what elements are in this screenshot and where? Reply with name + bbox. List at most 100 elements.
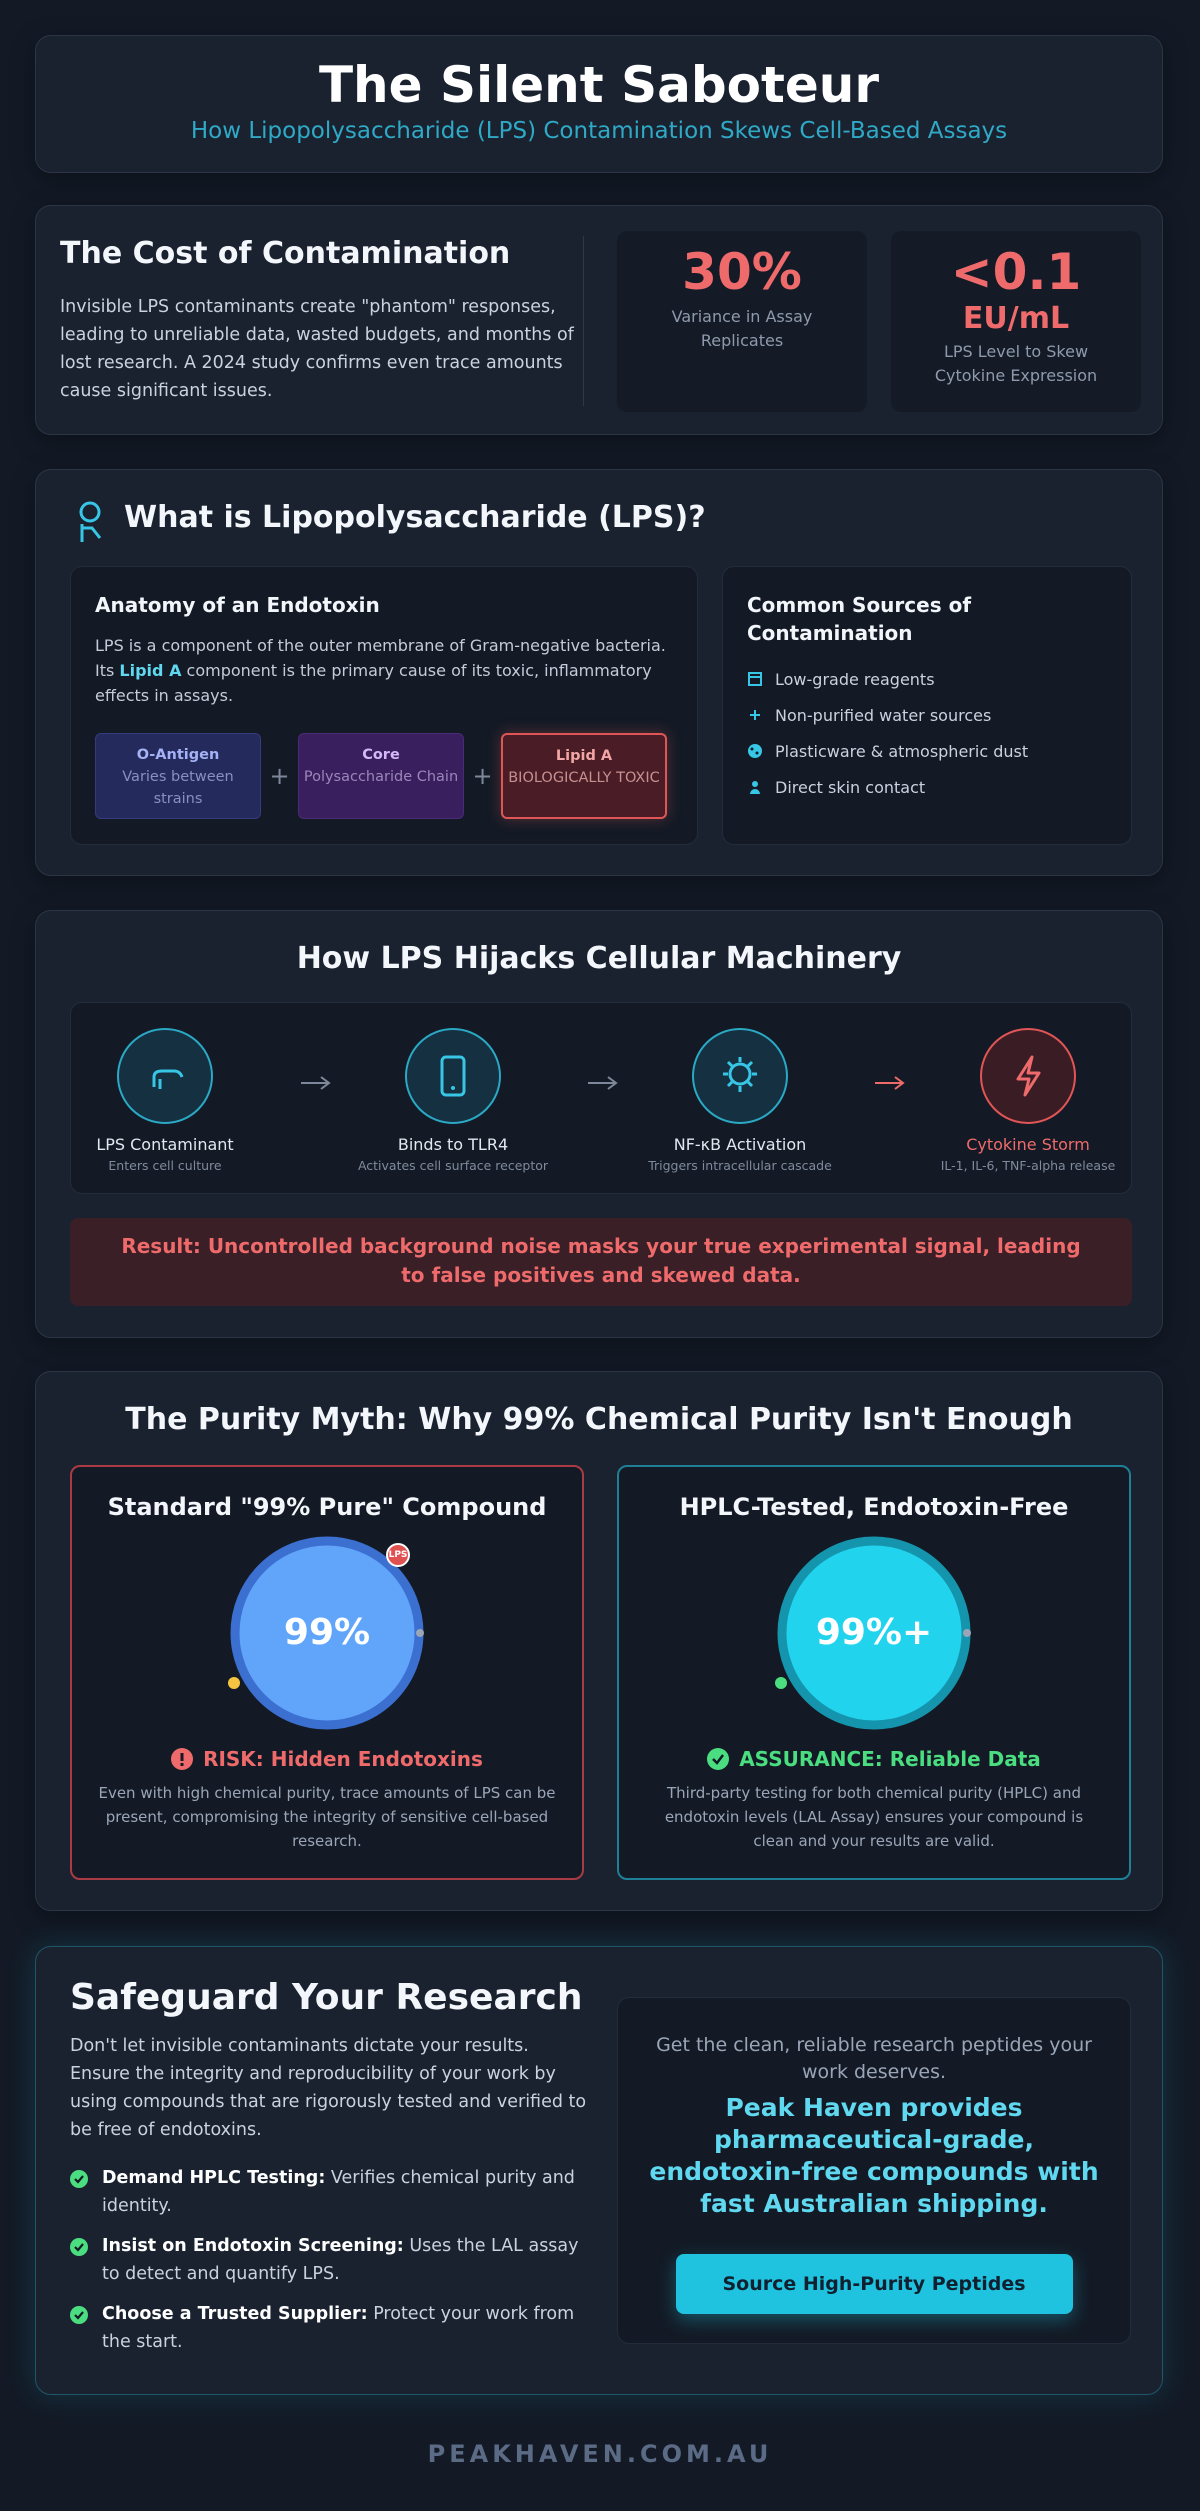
joiner: + xyxy=(269,762,290,790)
ring-graphic xyxy=(775,1536,971,1730)
step-desc: Enters cell culture xyxy=(108,1158,222,1173)
result-banner: Result: Uncontrolled background noise ma… xyxy=(70,1218,1132,1306)
part-name: Core xyxy=(362,747,400,763)
step: Binds to TLR4 Activates cell surface rec… xyxy=(323,1027,583,1173)
step-name: Cytokine Storm xyxy=(966,1135,1090,1154)
anatomy-text: LPS is a component of the outer membrane… xyxy=(95,633,673,708)
icon xyxy=(70,2170,88,2188)
check-item: Demand HPLC Testing: Verifies chemical p… xyxy=(70,2164,590,2220)
safeguard-section: Safeguard Your Research Don't let invisi… xyxy=(35,1946,1163,2395)
check-desc: Verifies chemical purity and identity. xyxy=(102,2168,575,2216)
check-text: Demand HPLC Testing: Verifies chemical p… xyxy=(102,2164,590,2220)
card-title: Standard "99% Pure" Compound xyxy=(107,1493,547,1521)
status-text: ASSURANCE: Reliable Data xyxy=(739,1747,1041,1771)
part: O-Antigen Varies between strains xyxy=(95,733,261,819)
part-desc: Polysaccharide Chain xyxy=(303,769,459,785)
cost-intro: The Cost of Contamination Invisible LPS … xyxy=(60,236,580,405)
subtitle: How Lipopolysaccharide (LPS) Contaminati… xyxy=(190,118,1008,144)
source-text: Non-purified water sources xyxy=(775,705,992,725)
cta-button[interactable]: Source High-Purity Peptides xyxy=(675,2254,1073,2314)
title: The Silent Saboteur xyxy=(318,56,880,114)
stat-value: <0.1 xyxy=(950,243,1082,301)
status: ASSURANCE: Reliable Data xyxy=(619,1747,1129,1771)
checklist: Demand HPLC Testing: Verifies chemical p… xyxy=(70,2164,590,2356)
safeguard-text: Don't let invisible contaminants dictate… xyxy=(70,2036,587,2140)
step-desc: Activates cell surface receptor xyxy=(357,1158,549,1173)
section-title: The Purity Myth: Why 99% Chemical Purity… xyxy=(125,1402,1073,1437)
check-bold: Insist on Endotoxin Screening: xyxy=(102,2236,404,2256)
stat-label: Variance in Assay Replicates xyxy=(671,307,813,350)
part-desc: Varies between strains xyxy=(122,769,234,807)
step-icon xyxy=(405,1028,501,1124)
step-name: LPS Contaminant xyxy=(96,1135,234,1154)
purity-value: 99% xyxy=(283,1612,371,1653)
source-item: Direct skin contact xyxy=(747,769,1107,805)
stat-card: <0.1 EU/mL LPS Level to Skew Cytokine Ex… xyxy=(891,231,1141,412)
part: Lipid A BIOLOGICALLY TOXIC xyxy=(501,733,667,819)
arrow xyxy=(588,1076,618,1090)
highlight: Lipid A xyxy=(119,661,182,680)
step-desc: Triggers intracellular cascade xyxy=(648,1158,832,1173)
stat-card: 30% Variance in Assay Replicates xyxy=(617,231,867,412)
tested-card: HPLC-Tested, Endotoxin-Free 99%+ ASSURAN… xyxy=(617,1465,1131,1880)
check-desc: Protect your work from the start. xyxy=(102,2304,575,2352)
joiner: + xyxy=(472,762,493,790)
icon xyxy=(70,2238,88,2256)
icon xyxy=(707,1748,730,1770)
source-text: Direct skin contact xyxy=(775,777,926,797)
purity-value: 99%+ xyxy=(815,1612,933,1653)
lps-parts: O-Antigen Varies between strains + Core Po… xyxy=(95,733,667,819)
section-title: What is Lipopolysaccharide (LPS)? xyxy=(124,500,706,535)
check-item: Choose a Trusted Supplier: Protect your … xyxy=(70,2300,590,2356)
part-desc: BIOLOGICALLY TOXIC xyxy=(508,770,660,786)
cost-text: Invisible LPS contaminants create "phant… xyxy=(60,297,574,401)
pathway-section: How LPS Hijacks Cellular Machinery LPS C… xyxy=(35,910,1163,1338)
section-title: Safeguard Your Research xyxy=(70,1977,583,2018)
check-desc: Uses the LAL assay to detect and quantif… xyxy=(102,2236,579,2284)
card-text: Third-party testing for both chemical pu… xyxy=(664,1784,1084,1850)
divider xyxy=(583,236,584,406)
card-title: HPLC-Tested, Endotoxin-Free xyxy=(679,1493,1069,1521)
check-text: Insist on Endotoxin Screening: Uses the … xyxy=(102,2232,590,2288)
status: RISK: Hidden Endotoxins xyxy=(72,1747,582,1771)
step-name: NF-κB Activation xyxy=(673,1135,807,1154)
card-title: Anatomy of an Endotoxin xyxy=(95,593,380,617)
source-item: Low-grade reagents xyxy=(747,661,1107,697)
icon xyxy=(79,501,102,542)
icon xyxy=(750,781,760,794)
check-item: Insist on Endotoxin Screening: Uses the … xyxy=(70,2232,590,2288)
anatomy-card: Anatomy of an Endotoxin LPS is a compone… xyxy=(70,566,698,845)
part: Core Polysaccharide Chain xyxy=(298,733,464,819)
header: The Silent Saboteur How Lipopolysacchari… xyxy=(35,35,1163,173)
icon xyxy=(750,710,760,720)
card-title: Common Sources of Contamination xyxy=(747,593,972,645)
standard-card: Standard "99% Pure" Compound 99% LPS RIS… xyxy=(70,1465,584,1880)
safeguard-intro: Safeguard Your Research Don't let invisi… xyxy=(70,1977,590,2368)
card-text: Even with high chemical purity, trace am… xyxy=(98,1784,556,1850)
sources-card: Common Sources of Contamination Low-grad… xyxy=(722,566,1132,845)
source-item: Plasticware & atmospheric dust xyxy=(747,733,1107,769)
footer: PEAKHAVEN.COM.AU xyxy=(427,2440,773,2468)
cta-lead: Get the clean, reliable research peptide… xyxy=(656,2034,1092,2083)
icon xyxy=(748,744,762,758)
status-text: RISK: Hidden Endotoxins xyxy=(203,1747,483,1771)
stat-unit: EU/mL xyxy=(962,301,1070,336)
source-item: Non-purified water sources xyxy=(747,697,1107,733)
step-icon xyxy=(980,1028,1076,1124)
section-title: The Cost of Contamination xyxy=(60,236,511,271)
arrow xyxy=(301,1076,331,1090)
stat-value: 30% xyxy=(682,243,802,301)
check-text: Choose a Trusted Supplier: Protect your … xyxy=(102,2300,590,2356)
check-bold: Choose a Trusted Supplier: xyxy=(102,2304,368,2324)
source-text: Low-grade reagents xyxy=(775,669,935,689)
cta-pitch: Peak Haven provides pharmaceutical-grade… xyxy=(649,2093,1099,2218)
sources-list: Low-grade reagents Non-purified water so… xyxy=(747,661,1107,805)
icon xyxy=(171,1748,194,1770)
step: NF-κB Activation Triggers intracellular … xyxy=(610,1027,870,1173)
lps-badge: LPS xyxy=(386,1543,410,1567)
step: Cytokine Storm IL-1, IL-6, TNF-alpha rel… xyxy=(898,1027,1158,1173)
step-desc: IL-1, IL-6, TNF-alpha release xyxy=(940,1158,1116,1173)
text: component is the primary cause of its to… xyxy=(95,661,652,705)
